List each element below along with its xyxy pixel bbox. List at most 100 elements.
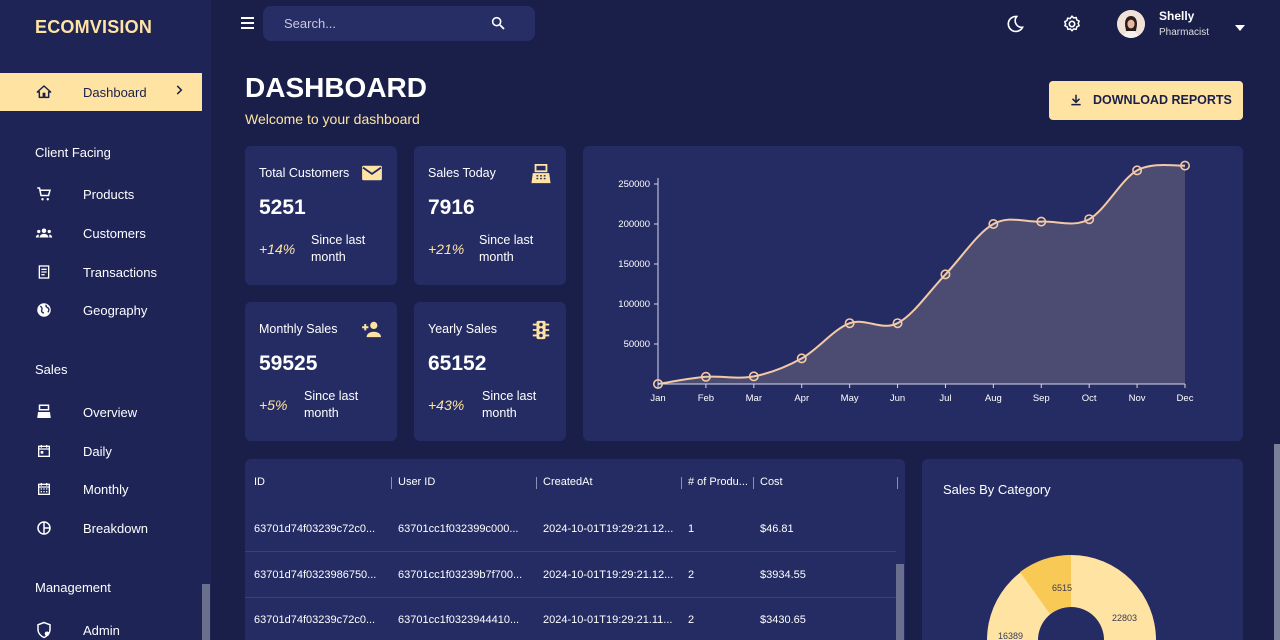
table-row[interactable]: 63701d74f0323986750... 63701cc1f03239b7f… xyxy=(245,553,896,598)
chevron-right-icon xyxy=(172,83,186,102)
column-separator[interactable] xyxy=(536,477,537,489)
data-point[interactable] xyxy=(988,219,999,230)
sidebar-item-breakdown[interactable]: Breakdown xyxy=(0,509,202,547)
data-point[interactable] xyxy=(748,371,759,382)
stat-card-yearly-sales: Yearly Sales 65152 +43% Since last month xyxy=(414,302,566,441)
column-header-products[interactable]: # of Produ... xyxy=(688,476,748,488)
cell-user-id: 63701cc1f03239b7f700... xyxy=(398,569,523,581)
table-row[interactable]: 63701d74f03239c72c0... 63701cc1f032399c0… xyxy=(245,507,896,552)
column-header-user-id[interactable]: User ID xyxy=(398,476,436,488)
point-of-sale-icon xyxy=(530,164,552,184)
sidebar-item-customers[interactable]: Customers xyxy=(0,214,202,252)
stat-since-label: Since last month xyxy=(304,389,359,420)
x-tick-label: Nov xyxy=(1129,393,1146,404)
x-tick-label: Sep xyxy=(1033,393,1050,404)
cell-cost: $3934.55 xyxy=(760,569,806,581)
user-role: Pharmacist xyxy=(1159,27,1210,38)
download-reports-button[interactable]: DOWNLOAD REPORTS xyxy=(1049,81,1243,120)
column-separator[interactable] xyxy=(753,477,754,489)
stat-card-sales-today: Sales Today 7916 +21% Since last month xyxy=(414,146,566,285)
search-icon[interactable] xyxy=(490,15,506,31)
donut-label: 6515 xyxy=(1052,583,1072,593)
cell-user-id: 63701cc1f032399c000... xyxy=(398,523,519,535)
transactions-table: ID User ID CreatedAt # of Produ... Cost … xyxy=(245,459,905,640)
sidebar-item-label: Breakdown xyxy=(83,520,149,536)
sidebar-item-geography[interactable]: Geography xyxy=(0,291,202,329)
data-point[interactable] xyxy=(1132,165,1143,176)
sidebar-item-dashboard[interactable]: Dashboard xyxy=(0,73,202,111)
settings-gear-icon[interactable] xyxy=(1062,14,1082,34)
data-point[interactable] xyxy=(1179,160,1190,171)
table-scrollbar[interactable] xyxy=(896,564,904,640)
sidebar-item-label: Products xyxy=(83,186,135,202)
pie-chart-icon xyxy=(35,519,53,537)
y-tick-label: 50000 xyxy=(624,339,650,350)
x-tick-label: Apr xyxy=(794,393,809,404)
search-bar[interactable]: Search... xyxy=(263,6,535,41)
column-header-cost[interactable]: Cost xyxy=(760,476,783,488)
sidebar-item-label: Transactions xyxy=(83,264,157,280)
stat-percent: +5% xyxy=(259,397,288,413)
y-tick-label: 200000 xyxy=(618,219,650,230)
user-name[interactable]: Shelly xyxy=(1159,9,1195,23)
cell-cost: $3430.65 xyxy=(760,614,806,626)
column-header-id[interactable]: ID xyxy=(254,476,265,488)
search-input[interactable]: Search... xyxy=(284,16,337,31)
sidebar-scrollbar[interactable] xyxy=(202,584,210,640)
x-tick-label: Mar xyxy=(746,393,762,404)
menu-toggle-button[interactable] xyxy=(239,15,257,31)
shopping-cart-icon xyxy=(35,185,53,203)
page-scrollbar[interactable] xyxy=(1274,444,1280,640)
x-tick-label: Dec xyxy=(1177,393,1194,404)
cell-id: 63701d74f0323986750... xyxy=(254,569,377,581)
stat-title: Yearly Sales xyxy=(428,322,498,336)
column-separator[interactable] xyxy=(897,477,898,489)
sidebar-item-monthly[interactable]: Monthly xyxy=(0,470,202,508)
sidebar-item-admin[interactable]: Admin xyxy=(0,611,202,640)
download-reports-label: DOWNLOAD REPORTS xyxy=(1093,93,1232,107)
sidebar-item-label: Geography xyxy=(83,302,148,318)
cell-user-id: 63701cc1f0323944410... xyxy=(398,614,520,626)
dark-mode-icon[interactable] xyxy=(1005,14,1025,34)
caret-down-icon[interactable] xyxy=(1234,19,1246,37)
stat-since-label: Since last month xyxy=(311,233,366,264)
donut-slice[interactable] xyxy=(1020,555,1071,614)
section-management: Management xyxy=(35,580,111,595)
x-tick-label: Jul xyxy=(939,393,951,404)
sidebar-item-overview[interactable]: Overview xyxy=(0,393,202,431)
donut-slice[interactable] xyxy=(1071,555,1156,640)
x-tick-label: May xyxy=(841,393,859,404)
stat-value: 65152 xyxy=(428,352,487,375)
cell-created-at: 2024-10-01T19:29:21.12... xyxy=(543,523,674,535)
sidebar-item-daily[interactable]: Daily xyxy=(0,432,202,470)
donut-label: 22803 xyxy=(1112,613,1137,623)
data-point[interactable] xyxy=(844,318,855,329)
y-tick-label: 250000 xyxy=(618,179,650,190)
cell-cost: $46.81 xyxy=(760,523,794,535)
series-line xyxy=(657,163,1186,385)
sidebar-item-label: Customers xyxy=(83,225,146,241)
data-point[interactable] xyxy=(653,379,664,390)
column-separator[interactable] xyxy=(391,477,392,489)
data-point[interactable] xyxy=(940,269,951,280)
stat-percent: +43% xyxy=(428,397,465,413)
column-separator[interactable] xyxy=(681,477,682,489)
sidebar-item-transactions[interactable]: Transactions xyxy=(0,253,202,291)
donut-label: 16389 xyxy=(998,631,1023,640)
column-header-created-at[interactable]: CreatedAt xyxy=(543,476,593,488)
data-point[interactable] xyxy=(1036,216,1047,227)
stat-card-monthly-sales: Monthly Sales 59525 +5% Since last month xyxy=(245,302,397,441)
x-tick-label: Oct xyxy=(1082,393,1097,404)
data-point[interactable] xyxy=(1084,214,1095,225)
avatar[interactable] xyxy=(1117,10,1145,38)
email-icon xyxy=(361,164,383,184)
traffic-icon xyxy=(530,320,552,340)
sidebar-item-products[interactable]: Products xyxy=(0,175,202,213)
data-point[interactable] xyxy=(700,371,711,382)
table-row[interactable]: 63701d74f03239c72c0... 63701cc1f03239444… xyxy=(245,598,896,640)
data-point[interactable] xyxy=(796,353,807,364)
brand-logo[interactable]: ECOMVISION xyxy=(35,17,153,37)
cell-id: 63701d74f03239c72c0... xyxy=(254,523,376,535)
data-point[interactable] xyxy=(892,318,903,329)
sidebar-item-label: Dashboard xyxy=(83,84,147,100)
